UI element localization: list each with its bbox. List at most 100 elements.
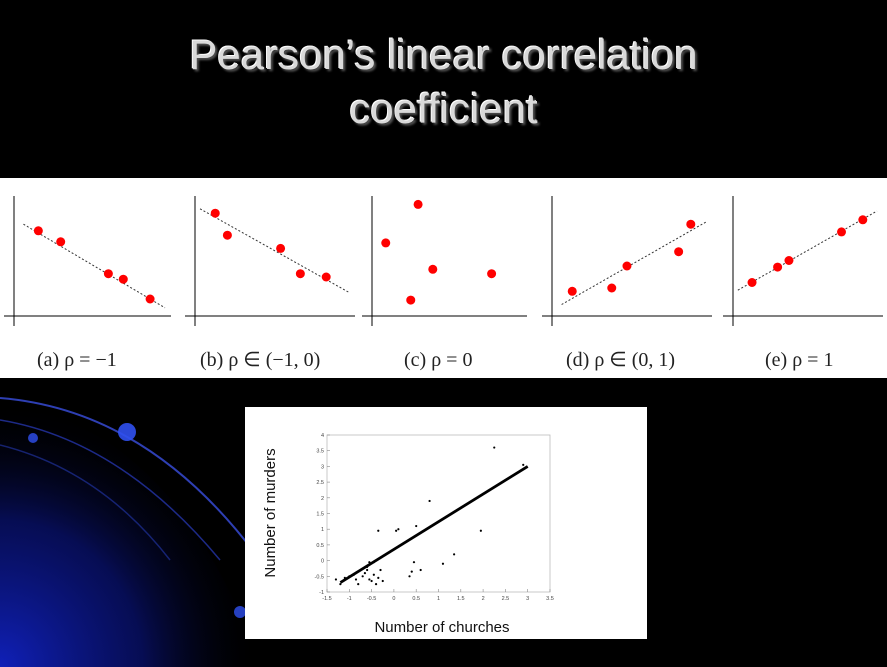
data-point [370,579,373,583]
y-tick-label: 3.5 [316,449,324,455]
panel-caption: (e) ρ = 1 [765,349,833,371]
data-point [33,226,43,236]
data-point [377,529,380,532]
data-point [363,572,367,575]
slide-title-line-2: coefficient [349,85,538,132]
data-point [334,578,338,581]
x-tick-label: 2 [482,596,485,602]
x-tick-label: 3 [526,596,529,602]
data-point [381,238,391,248]
churches-murders-chart: -1.5 -1 -0.5 0 0.5 1 1.5 2 2.5 3 3.5-1-0.500.511.5… [245,407,647,639]
data-point [361,575,364,578]
data-point [379,568,382,572]
x-tick-label: 1.5 [457,596,465,602]
y-tick-label: 1.5 [316,512,324,518]
data-point [747,278,757,287]
y-tick-label: 1 [321,527,324,533]
data-point [366,568,369,572]
scatter-panel: (d) ρ ∈ (0, 1) [542,196,712,371]
swoosh-orb [234,606,246,618]
scatter-panel: (b) ρ ∈ (−1, 0) [185,196,355,371]
data-point [397,528,400,531]
data-point [295,269,305,279]
panel-caption: (d) ρ ∈ (0, 1) [566,349,675,371]
data-point [773,262,783,272]
data-point [784,256,794,265]
trend-line [737,210,878,291]
data-point [479,529,482,532]
data-point [276,243,286,253]
data-point [607,283,617,293]
y-tick-label: 0.5 [316,543,324,549]
y-tick-label: -1 [319,590,324,596]
x-tick-label: -1.5 [322,596,331,602]
data-point [522,463,525,466]
data-point [419,568,422,572]
y-tick-label: -0.5 [315,574,324,580]
slide-title-line-1: Pearson’s linear correlation [189,31,698,78]
data-point [837,227,846,237]
data-point [415,524,418,528]
data-point [339,583,342,586]
x-tick-label: 0 [392,596,395,602]
data-point [408,575,411,578]
data-point [374,583,378,586]
panel-caption: (c) ρ = 0 [404,349,472,371]
regression-line [339,465,529,584]
y-tick-label: 3 [321,464,324,470]
scatter-panel: (a) ρ = −1 [4,196,171,371]
x-axis-label: Number of churches [374,619,509,636]
data-point [487,269,497,279]
data-point [413,199,423,209]
data-point [453,553,456,556]
x-tick-label: -1 [347,596,352,602]
y-tick-label: 2 [321,496,324,502]
x-tick-label: 0.5 [412,596,420,602]
data-point [372,573,375,576]
data-point [567,286,577,296]
x-tick-label: 2.5 [502,596,510,602]
trend-line [23,223,166,309]
data-point [412,561,416,564]
scatter-panel: (e) ρ = 1 [723,196,883,371]
data-point [145,294,155,304]
correlation-examples-panel: (a) ρ = −1 (b) ρ ∈ (−1, 0) (c) ρ = 0 (d) ρ … [0,178,887,378]
data-point [222,230,232,240]
swoosh-orb [118,423,136,441]
trend-line [199,208,350,293]
data-point [381,579,384,583]
swoosh-orb [28,433,38,443]
data-point [858,215,868,225]
data-point [406,295,416,305]
data-point [354,578,358,581]
data-point [395,529,398,532]
y-tick-label: 4 [321,433,324,439]
panel-caption: (b) ρ ∈ (−1, 0) [200,349,320,371]
data-point [118,274,128,284]
x-tick-label: 3.5 [546,596,554,602]
scatter-panel: (c) ρ = 0 [362,196,527,371]
data-point [428,499,431,503]
y-tick-label: 2.5 [316,480,324,486]
y-tick-label: 0 [321,559,324,565]
x-tick-label: -0.5 [367,596,376,602]
plot-frame [326,434,551,593]
data-point [56,237,66,247]
data-point [368,578,371,581]
data-point [410,570,413,573]
data-point [428,264,438,274]
data-point [686,219,696,229]
data-point [103,269,113,279]
y-axis-label: Number of murders [262,448,279,577]
trend-line [561,221,707,305]
data-point [377,576,380,579]
data-point [210,208,220,218]
data-point [622,261,632,271]
x-tick-label: 1 [437,596,440,602]
panel-caption: (a) ρ = −1 [37,349,117,371]
data-point [357,583,360,586]
data-point [441,562,445,565]
data-point [674,247,684,257]
data-point [321,272,331,282]
data-point [493,446,496,449]
